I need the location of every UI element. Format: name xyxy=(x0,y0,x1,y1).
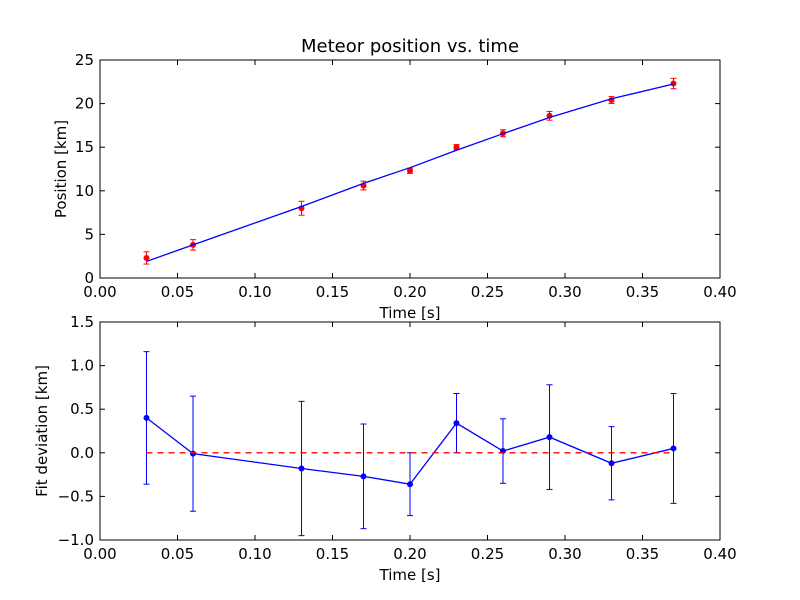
position-series-0-point xyxy=(407,167,413,174)
position-chart-panel: Meteor position vs. time 0.00 0.05 0.10 0.1… xyxy=(52,36,737,322)
position-series-0-point xyxy=(670,80,677,87)
deviation-x-tick-label: 0.25 xyxy=(471,545,504,563)
position-series-0-point xyxy=(143,254,150,261)
position-x-tick-label: 0.00 xyxy=(83,283,116,301)
deviation-y-tick-label: −0.5 xyxy=(58,487,94,505)
deviation-chart-y-axis: −1.0 −0.5 0.0 0.5 1.0 1.5 xyxy=(58,313,720,549)
deviation-y-tick-label: 1.0 xyxy=(70,357,94,375)
position-y-tick-label: 10 xyxy=(75,182,94,200)
position-series-1-line xyxy=(146,83,674,263)
position-x-tick-label: 0.10 xyxy=(238,283,271,301)
position-y-tick-label: 0 xyxy=(84,269,94,287)
position-chart-x-axis-label: Time [s] xyxy=(379,304,441,322)
position-y-tick-label: 25 xyxy=(75,51,94,69)
position-chart-y-axis-label: Position [km] xyxy=(52,120,70,218)
position-chart-plot-area xyxy=(143,77,677,265)
deviation-chart-y-axis-label: Fit deviation [km] xyxy=(33,365,51,497)
position-y-tick-label: 5 xyxy=(84,225,94,243)
position-chart-x-axis: 0.00 0.05 0.10 0.15 0.20 0.25 0.30 0.35 0.40 xyxy=(83,60,737,301)
deviation-series-0-point xyxy=(360,473,367,480)
position-chart-y-axis: 0 5 10 15 20 25 xyxy=(75,51,720,287)
deviation-x-tick-label: 0.40 xyxy=(703,545,736,563)
deviation-series-0-point xyxy=(143,414,150,421)
deviation-x-tick-label: 0.35 xyxy=(626,545,659,563)
deviation-x-tick-label: 0.00 xyxy=(83,545,116,563)
deviation-series-0-line xyxy=(146,417,674,485)
deviation-series-0-point xyxy=(608,460,615,467)
position-x-tick-label: 0.15 xyxy=(316,283,349,301)
position-x-tick-label: 0.35 xyxy=(626,283,659,301)
position-y-tick-label: 20 xyxy=(75,95,94,113)
deviation-chart-x-axis-label: Time [s] xyxy=(379,566,441,584)
deviation-series-0-point xyxy=(407,481,413,488)
deviation-x-tick-label: 0.30 xyxy=(548,545,581,563)
deviation-x-tick-label: 0.15 xyxy=(316,545,349,563)
deviation-y-tick-label: −1.0 xyxy=(58,531,94,549)
position-x-tick-label: 0.25 xyxy=(471,283,504,301)
position-x-tick-label: 0.40 xyxy=(703,283,736,301)
deviation-y-tick-label: 0.5 xyxy=(70,400,94,418)
deviation-x-tick-label: 0.20 xyxy=(393,545,426,563)
position-y-tick-label: 15 xyxy=(75,138,94,156)
deviation-series-0-point xyxy=(190,450,196,457)
deviation-series-0-point xyxy=(453,420,460,427)
deviation-series-0-point xyxy=(546,434,553,441)
deviation-chart-plot-area xyxy=(143,351,677,537)
deviation-chart-x-axis: 0.00 0.05 0.10 0.15 0.20 0.25 0.30 0.35 0.40 xyxy=(83,322,737,563)
position-x-tick-label: 0.05 xyxy=(161,283,194,301)
deviation-series-0-point xyxy=(670,445,677,452)
deviation-x-tick-label: 0.10 xyxy=(238,545,271,563)
deviation-series-0-point xyxy=(298,465,305,472)
deviation-chart-panel: 0.00 0.05 0.10 0.15 0.20 0.25 0.30 0.35 0.40 −1.… xyxy=(33,313,737,584)
deviation-y-tick-label: 0.0 xyxy=(70,444,94,462)
position-x-tick-label: 0.30 xyxy=(548,283,581,301)
deviation-y-tick-label: 1.5 xyxy=(70,313,94,331)
deviation-x-tick-label: 0.05 xyxy=(161,545,194,563)
position-x-tick-label: 0.20 xyxy=(393,283,426,301)
chart-title: Meteor position vs. time xyxy=(301,36,519,57)
